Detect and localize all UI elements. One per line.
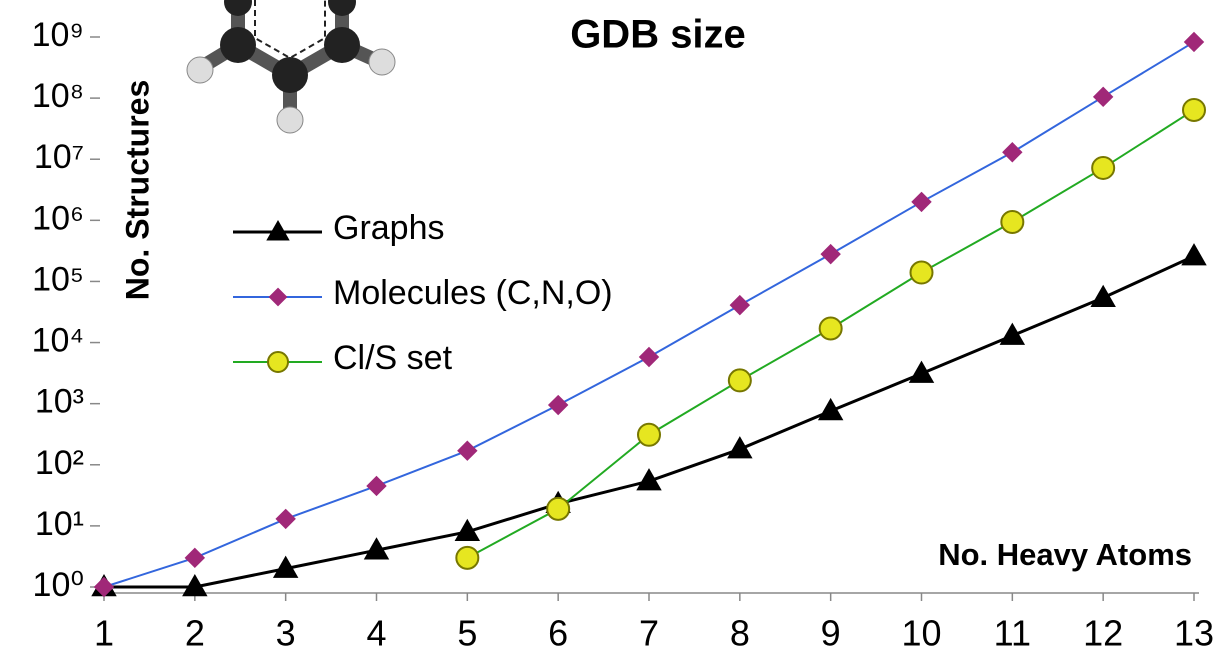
data-point — [277, 510, 295, 528]
x-tick-label: 2 — [185, 613, 205, 654]
x-tick-label: 8 — [730, 613, 750, 654]
data-point — [638, 424, 660, 446]
x-tick-label: 3 — [276, 613, 296, 654]
data-point — [1183, 99, 1205, 121]
molecule-image — [187, 0, 395, 133]
data-point — [549, 396, 567, 414]
y-axis-label: No. Structures — [119, 80, 155, 300]
y-tick-label: 10⁶ — [32, 199, 84, 237]
legend-label: Molecules (C,N,O) — [333, 274, 613, 312]
y-tick-label: 10¹ — [35, 505, 84, 543]
chart-title: GDB size — [570, 13, 746, 57]
data-point — [1092, 157, 1114, 179]
data-point — [1001, 211, 1023, 233]
x-tick-label: 6 — [548, 613, 568, 654]
x-axis-label: No. Heavy Atoms — [938, 537, 1192, 572]
data-point — [913, 193, 931, 211]
x-tick-label: 7 — [639, 613, 659, 654]
data-point — [729, 438, 751, 457]
data-point — [1001, 325, 1023, 344]
legend-label: Graphs — [333, 209, 445, 247]
series-line — [104, 42, 1194, 587]
x-tick-label: 5 — [457, 613, 477, 654]
y-tick-label: 10³ — [35, 383, 84, 421]
y-tick-label: 10⁸ — [32, 77, 84, 115]
data-point — [368, 477, 386, 495]
data-point — [186, 549, 204, 567]
x-tick-label: 11 — [994, 613, 1031, 654]
data-point — [820, 317, 842, 339]
data-point — [456, 547, 478, 569]
data-point — [729, 369, 751, 391]
y-tick-label: 10² — [35, 444, 84, 482]
y-tick-label: 10⁰ — [33, 566, 84, 604]
data-point — [547, 498, 569, 520]
y-tick-label: 10⁷ — [34, 138, 84, 176]
data-point — [1183, 245, 1205, 264]
data-point — [731, 296, 749, 314]
x-tick-label: 4 — [366, 613, 386, 654]
data-point — [911, 363, 933, 382]
data-point — [1004, 143, 1022, 161]
legend-label: Cl/S set — [333, 339, 453, 377]
chart: GDB size No. Structures No. Heavy Atoms … — [0, 0, 1223, 663]
legend-marker — [268, 352, 288, 372]
data-point — [459, 442, 477, 460]
y-tick-label: 10⁴ — [32, 322, 84, 360]
y-tick-label: 10⁹ — [32, 16, 84, 54]
data-point — [1185, 33, 1203, 51]
x-tick-label: 1 — [94, 613, 114, 654]
x-tick-label: 9 — [821, 613, 841, 654]
data-point — [820, 400, 842, 419]
y-tick-label: 10⁵ — [32, 260, 84, 298]
data-point — [1092, 287, 1114, 306]
data-point — [1094, 88, 1112, 106]
x-tick-label: 13 — [1174, 613, 1214, 654]
data-point — [640, 348, 658, 366]
x-tick-label: 12 — [1083, 613, 1123, 654]
legend-marker — [270, 289, 286, 305]
data-point — [822, 245, 840, 263]
data-point — [911, 262, 933, 284]
x-tick-label: 10 — [901, 613, 941, 654]
page: GDB size No. Structures No. Heavy Atoms … — [0, 0, 1223, 663]
